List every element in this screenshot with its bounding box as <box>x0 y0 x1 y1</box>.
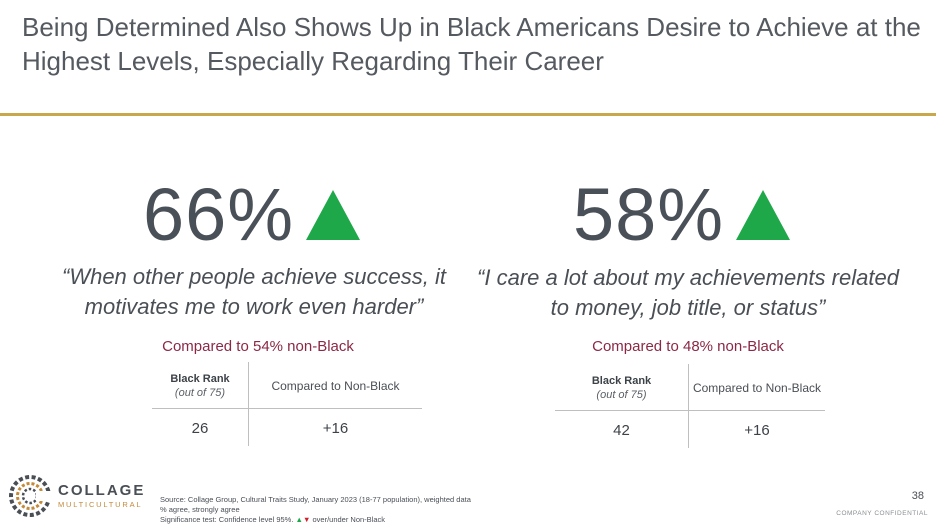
table-divider-vertical <box>688 364 689 448</box>
source-line: Source: Collage Group, Cultural Traits S… <box>160 495 471 504</box>
rank-header-sub: (out of 75) <box>174 387 226 399</box>
stat-1-quote: “When other people achieve success, it m… <box>62 264 446 319</box>
up-triangle-icon <box>306 190 361 240</box>
down-mini-icon: ▼ <box>302 515 311 524</box>
page-title: Being Determined Also Shows Up in Black … <box>22 12 921 76</box>
stat-2-quote: “I care a lot about my achievements rela… <box>477 265 899 320</box>
collage-logo-icon <box>9 475 54 517</box>
stat-2-compared: Compared to 48% non-Black <box>592 338 784 355</box>
rank-value: 26 <box>191 420 209 437</box>
significance-line: Significance test: Confidence level 95%.… <box>160 515 471 525</box>
significance-text: Significance test: Confidence level 95%. <box>160 515 294 524</box>
stat-1-compared: Compared to 54% non-Black <box>162 338 354 355</box>
stat-2-value: 58% <box>573 173 725 256</box>
brand-name: COLLAGE <box>58 482 146 499</box>
compared-header: Compared to Non-Black <box>692 381 822 395</box>
up-mini-icon: ▲ <box>295 515 303 524</box>
diff-value: +16 <box>744 422 770 439</box>
source-note: Source: Collage Group, Cultural Traits S… <box>160 495 471 525</box>
rank-header-label: Black Rank <box>170 373 230 385</box>
stat-1: 66% <box>143 173 361 256</box>
page-number: 38 <box>911 490 924 502</box>
compared-header: Compared to Non-Black <box>271 379 400 393</box>
rank-header: Black Rank (out of 75) <box>555 374 688 402</box>
significance-tail: over/under Non-Black <box>310 515 386 524</box>
stat-2: 58% <box>573 173 791 256</box>
rank-header-sub: (out of 75) <box>596 389 647 401</box>
table-divider-horizontal <box>555 410 825 411</box>
confidential-label: COMPANY CONFIDENTIAL <box>836 510 928 517</box>
diff-value: +16 <box>322 420 349 437</box>
stat-1-value: 66% <box>143 173 295 256</box>
brand-subtitle: MULTICULTURAL <box>58 500 143 509</box>
title-divider <box>0 113 936 116</box>
table-divider-vertical <box>248 362 249 446</box>
rank-header-label: Black Rank <box>591 375 652 387</box>
rank-header: Black Rank (out of 75) <box>152 372 248 400</box>
stat-1-rank-table: Black Rank (out of 75) Compared to Non-B… <box>152 362 422 452</box>
table-divider-horizontal <box>152 408 422 409</box>
stat-2-rank-table: Black Rank (out of 75) Compared to Non-B… <box>555 364 825 454</box>
rank-value: 42 <box>613 422 630 439</box>
up-triangle-icon <box>736 190 791 240</box>
measure-line: % agree, strongly agree <box>160 505 240 514</box>
